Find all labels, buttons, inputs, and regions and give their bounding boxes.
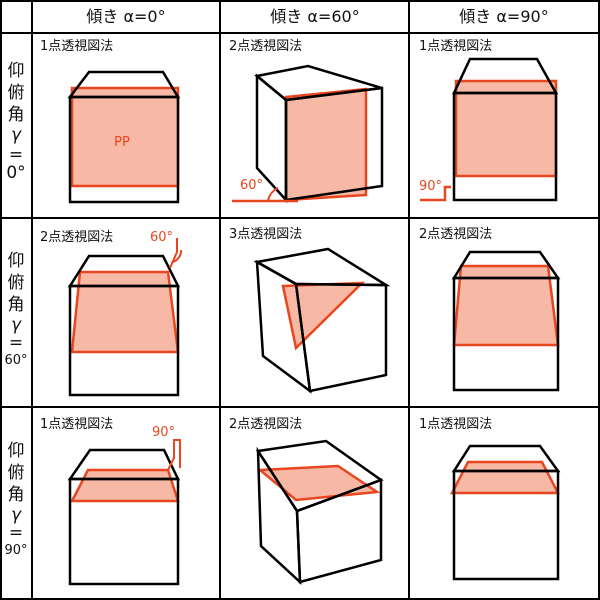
cube-alpha0-gamma90: 90° — [67, 425, 181, 586]
row-label-char: γ — [11, 315, 22, 335]
row-label-gamma-0: 仰 俯 角 γ = 0° — [6, 61, 25, 183]
row-label-char: 角 — [8, 105, 25, 125]
row-label-char: 60° — [4, 353, 27, 368]
cube-alpha90-gamma60 — [451, 250, 561, 392]
column-header-alpha-90: 傾き α=90° — [459, 7, 548, 26]
cell-method-label: 2点透視図法 — [229, 39, 302, 54]
cell-method-label: 2点透視図法 — [40, 230, 113, 245]
cell-method-label: 2点透視図法 — [419, 227, 492, 242]
cell-method-label: 1点透視図法 — [40, 39, 113, 54]
row-label-char: 仰 — [8, 441, 25, 461]
cube-alpha90-gamma0: 90° — [419, 57, 559, 202]
angle-60-label: 60° — [150, 230, 173, 245]
cube-alpha0-gamma60: 60° — [67, 230, 182, 397]
row-label-char: 角 — [8, 295, 25, 315]
row-label-char: 俯 — [8, 83, 25, 103]
row-label-char: 仰 — [8, 61, 25, 81]
cell-method-label: 2点透視図法 — [229, 417, 302, 432]
cube-alpha90-gamma90 — [449, 444, 561, 581]
row-label-char: = — [9, 523, 23, 543]
cube-alpha60-gamma90 — [255, 439, 384, 585]
row-label-char: γ — [11, 505, 22, 525]
cell-method-label: 1点透視図法 — [419, 417, 492, 432]
row-label-gamma-60: 仰 俯 角 γ = 60° — [4, 251, 27, 368]
row-label-char: 0° — [6, 163, 25, 183]
picture-plane-label: PP — [114, 135, 130, 150]
column-header-alpha-60: 傾き α=60° — [270, 7, 359, 26]
row-label-char: = — [9, 333, 23, 353]
row-label-char: 俯 — [8, 273, 25, 293]
column-header-alpha-0: 傾き α=0° — [86, 7, 165, 26]
row-label-char: γ — [11, 125, 22, 145]
cell-method-label: 1点透視図法 — [40, 417, 113, 432]
row-label-char: = — [9, 145, 23, 165]
cell-method-label: 1点透視図法 — [419, 39, 492, 54]
row-label-gamma-90: 仰 俯 角 γ = 90° — [4, 441, 27, 558]
cube-alpha0-gamma0: PP — [67, 70, 181, 204]
row-label-char: 俯 — [8, 463, 25, 483]
angle-60-label: 60° — [240, 178, 263, 193]
angle-90-label: 90° — [152, 425, 175, 440]
cube-alpha60-gamma60 — [253, 247, 391, 394]
cube-alpha60-gamma0: 60° — [232, 64, 384, 204]
row-label-char: 90° — [4, 543, 27, 558]
row-label-char: 仰 — [8, 251, 25, 271]
cell-method-label: 3点透視図法 — [229, 227, 302, 242]
angle-90-label: 90° — [419, 179, 442, 194]
row-label-char: 角 — [8, 485, 25, 505]
